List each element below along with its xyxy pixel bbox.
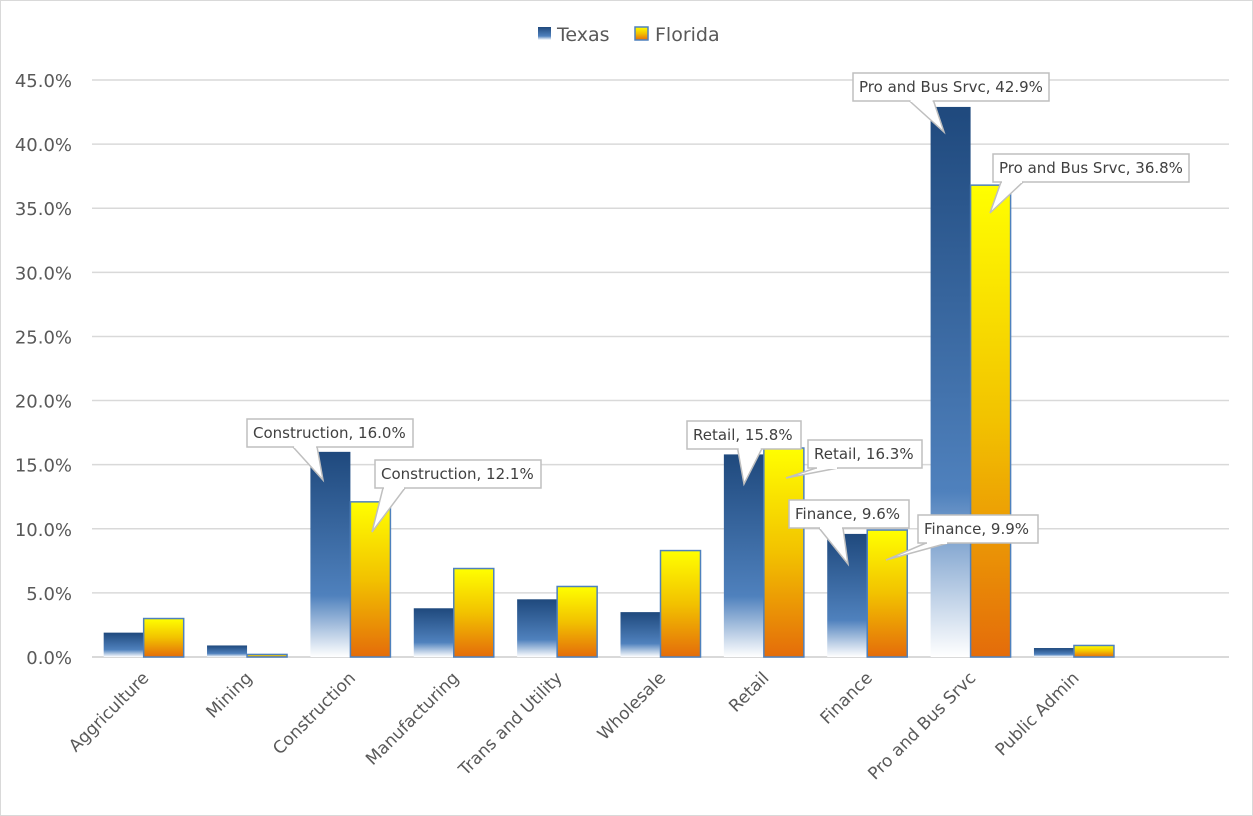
data-label-text: Finance, 9.6% xyxy=(795,505,900,523)
y-tick-label: 30.0% xyxy=(15,263,72,284)
y-tick-label: 10.0% xyxy=(15,520,72,541)
bar-texas-pro-and-bus-srvc xyxy=(930,106,971,658)
bar-florida-wholesale xyxy=(659,549,702,658)
data-label-text: Construction, 16.0% xyxy=(253,424,406,442)
y-tick-label: 5.0% xyxy=(26,584,72,605)
legend-label-texas: Texas xyxy=(556,24,610,46)
x-tick-label: Retail xyxy=(725,668,773,716)
data-label-callouts: Construction, 16.0% Construction, 12.1% Re… xyxy=(246,72,1190,567)
bar-florida-aggriculture xyxy=(142,617,185,658)
x-axis-labels: Aggriculture Mining Construction Manufactur… xyxy=(65,668,1083,784)
data-label-callout: Retail, 15.8% xyxy=(686,420,802,487)
bar-texas-manufacturing xyxy=(413,608,454,657)
x-tick-label: Mining xyxy=(203,668,257,722)
callout-box xyxy=(374,459,542,489)
callout-box xyxy=(852,72,1050,102)
callout-box xyxy=(917,514,1039,544)
x-tick-label: Aggriculture xyxy=(65,668,153,756)
legend-texas-swatch xyxy=(538,27,551,40)
bar-florida-public-admin xyxy=(1073,644,1115,658)
legend-label-florida: Florida xyxy=(655,24,720,46)
data-label-text: Finance, 9.9% xyxy=(924,520,1029,538)
data-label-callout: Retail, 16.3% xyxy=(785,439,923,479)
data-label-callout: Finance, 9.9% xyxy=(885,514,1039,561)
y-axis-ticks: 0.0% 5.0% 10.0% 15.0% 20.0% 25.0% 30.0% 35.0% 40… xyxy=(15,71,72,669)
callout-box xyxy=(807,439,923,469)
bar-florida-finance xyxy=(866,529,908,658)
bar-florida-mining xyxy=(246,653,288,658)
x-tick-label: Manufacturing xyxy=(362,668,463,769)
callout-box xyxy=(788,499,910,529)
data-label-text: Retail, 15.8% xyxy=(693,426,793,444)
y-tick-label: 45.0% xyxy=(15,71,72,92)
y-tick-label: 20.0% xyxy=(15,392,72,413)
legend-florida-swatch xyxy=(634,26,649,41)
callout-box xyxy=(992,153,1190,183)
bars xyxy=(103,106,1115,658)
callout-pointer xyxy=(291,446,325,483)
callout-box xyxy=(686,420,802,450)
callout-box xyxy=(246,418,414,448)
data-label-text: Retail, 16.3% xyxy=(814,445,914,463)
bar-texas-retail xyxy=(723,454,764,657)
legend: Texas Florida xyxy=(538,24,720,46)
x-tick-label: Construction xyxy=(269,668,360,759)
data-label-text: Pro and Bus Srvc, 42.9% xyxy=(859,78,1043,96)
bar-texas-finance xyxy=(827,533,868,657)
bar-texas-mining xyxy=(207,645,248,657)
bar-texas-construction xyxy=(310,451,351,657)
data-label-text: Pro and Bus Srvc, 36.8% xyxy=(999,159,1183,177)
bar-texas-aggriculture xyxy=(103,632,144,657)
y-tick-label: 35.0% xyxy=(15,199,72,220)
bar-florida-trans-and-utility xyxy=(556,585,598,658)
bar-florida-construction xyxy=(349,501,392,658)
data-label-callout: Finance, 9.6% xyxy=(788,499,910,567)
y-tick-label: 0.0% xyxy=(26,648,72,669)
bar-florida-retail xyxy=(763,447,805,658)
data-label-callout: Construction, 16.0% xyxy=(246,418,414,483)
bar-florida-manufacturing xyxy=(453,567,495,658)
bar-texas-wholesale xyxy=(620,612,661,657)
data-label-text: Construction, 12.1% xyxy=(381,465,534,483)
y-tick-label: 15.0% xyxy=(15,456,72,477)
x-tick-label: Pro and Bus Srvc xyxy=(864,668,980,784)
x-tick-label: Finance xyxy=(817,668,877,728)
bar-texas-public-admin xyxy=(1033,648,1074,657)
x-tick-label: Trans and Utility xyxy=(454,668,566,780)
y-tick-label: 40.0% xyxy=(15,135,72,156)
x-tick-label: Wholesale xyxy=(594,668,670,744)
bar-florida-pro-and-bus-srvc xyxy=(969,184,1012,658)
data-label-callout: Construction, 12.1% xyxy=(371,459,542,533)
y-tick-label: 25.0% xyxy=(15,327,72,348)
bar-texas-trans-and-utility xyxy=(517,599,558,657)
data-label-callout: Pro and Bus Srvc, 36.8% xyxy=(989,153,1190,214)
callout-pointer xyxy=(907,100,946,135)
data-label-callout: Pro and Bus Srvc, 42.9% xyxy=(852,72,1050,135)
x-tick-label: Public Admin xyxy=(992,668,1084,760)
